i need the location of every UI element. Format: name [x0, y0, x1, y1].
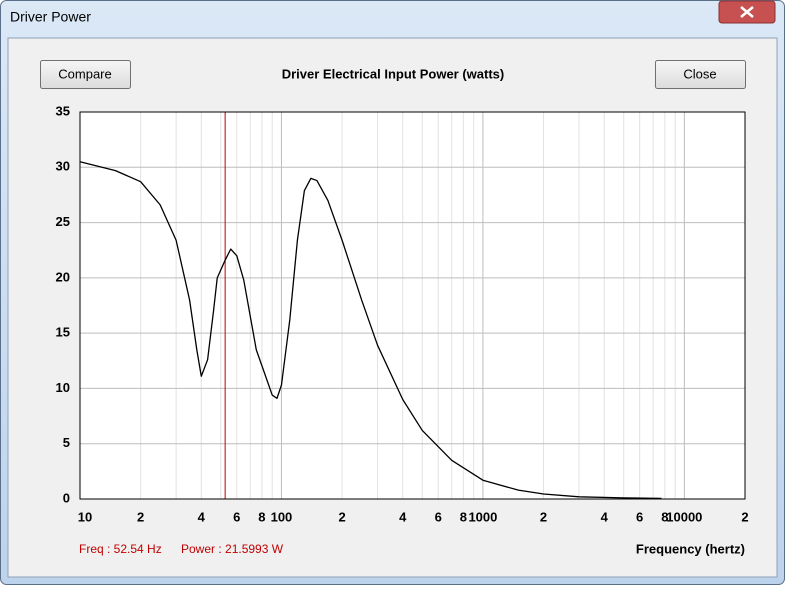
close-window-button[interactable]: [718, 0, 776, 24]
x-tick-label: 4: [601, 509, 609, 524]
power-curve: [79, 161, 662, 500]
x-tick-label: 10: [78, 509, 92, 524]
y-tick-label: 0: [63, 490, 70, 505]
x-tick-label: 2: [741, 509, 748, 524]
x-tick-label: 4: [399, 509, 407, 524]
x-tick-label: 2: [540, 509, 547, 524]
button-label: Close: [683, 66, 716, 81]
compare-button[interactable]: Compare: [40, 60, 131, 89]
freq-readout: Freq : 52.54 Hz: [79, 542, 162, 556]
y-tick-label: 20: [56, 269, 70, 284]
x-tick-label: 100: [271, 509, 293, 524]
y-tick-label: 30: [56, 159, 70, 174]
x-tick-label: 2: [137, 509, 144, 524]
x-tick-label: 6: [233, 509, 240, 524]
x-tick-label: 1000: [468, 509, 497, 524]
y-tick-label: 10: [56, 380, 70, 395]
y-tick-label: 25: [56, 214, 70, 229]
chart-title: Driver Electrical Input Power (watts): [282, 66, 505, 81]
x-tick-label: 10000: [666, 509, 702, 524]
y-tick-label: 15: [56, 325, 70, 340]
y-tick-label: 35: [56, 103, 70, 118]
plot-border: [79, 111, 746, 500]
y-tick-label: 5: [63, 435, 70, 450]
button-label: Compare: [58, 66, 111, 81]
close-button[interactable]: Close: [655, 60, 746, 89]
plot-area: [80, 112, 745, 499]
x-tick-label: 4: [198, 509, 206, 524]
x-tick-label: 6: [435, 509, 442, 524]
x-tick-label: 6: [636, 509, 643, 524]
x-tick-label: 8: [258, 509, 265, 524]
x-tick-label: 2: [338, 509, 345, 524]
x-axis-label: Frequency (hertz): [636, 541, 745, 556]
x-tick-label: 8: [460, 509, 467, 524]
power-readout: Power : 21.5993 W: [181, 542, 284, 556]
window-title: Driver Power: [10, 9, 91, 25]
x-tick-label: 8: [661, 509, 668, 524]
